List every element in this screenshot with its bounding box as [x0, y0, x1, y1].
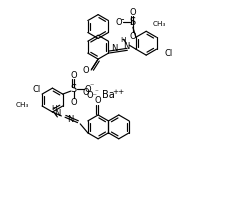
Text: O: O — [84, 85, 91, 94]
Text: N: N — [111, 44, 118, 53]
Text: N: N — [67, 115, 73, 124]
Text: ++: ++ — [112, 89, 124, 95]
Text: H: H — [121, 37, 126, 43]
Text: ⁻: ⁻ — [89, 82, 94, 91]
Text: Ba: Ba — [102, 90, 114, 100]
Text: ⁻: ⁻ — [94, 89, 98, 95]
Text: O: O — [83, 88, 89, 97]
Text: O: O — [130, 8, 136, 17]
Text: O: O — [116, 18, 122, 27]
Text: -: - — [120, 14, 124, 24]
Text: O: O — [95, 95, 101, 105]
Text: H: H — [52, 105, 57, 111]
Text: Cl: Cl — [164, 49, 173, 58]
Text: O: O — [130, 32, 136, 41]
Text: CH₃: CH₃ — [16, 102, 29, 108]
Text: N: N — [54, 109, 61, 118]
Text: O⁻: O⁻ — [87, 90, 98, 100]
Text: S: S — [71, 84, 77, 94]
Text: O: O — [83, 66, 89, 74]
Text: CH₃: CH₃ — [152, 21, 165, 27]
Text: Cl: Cl — [32, 85, 40, 94]
Text: O: O — [70, 71, 77, 80]
Text: N: N — [123, 42, 130, 51]
Text: O: O — [70, 98, 77, 107]
Text: S: S — [130, 17, 136, 27]
